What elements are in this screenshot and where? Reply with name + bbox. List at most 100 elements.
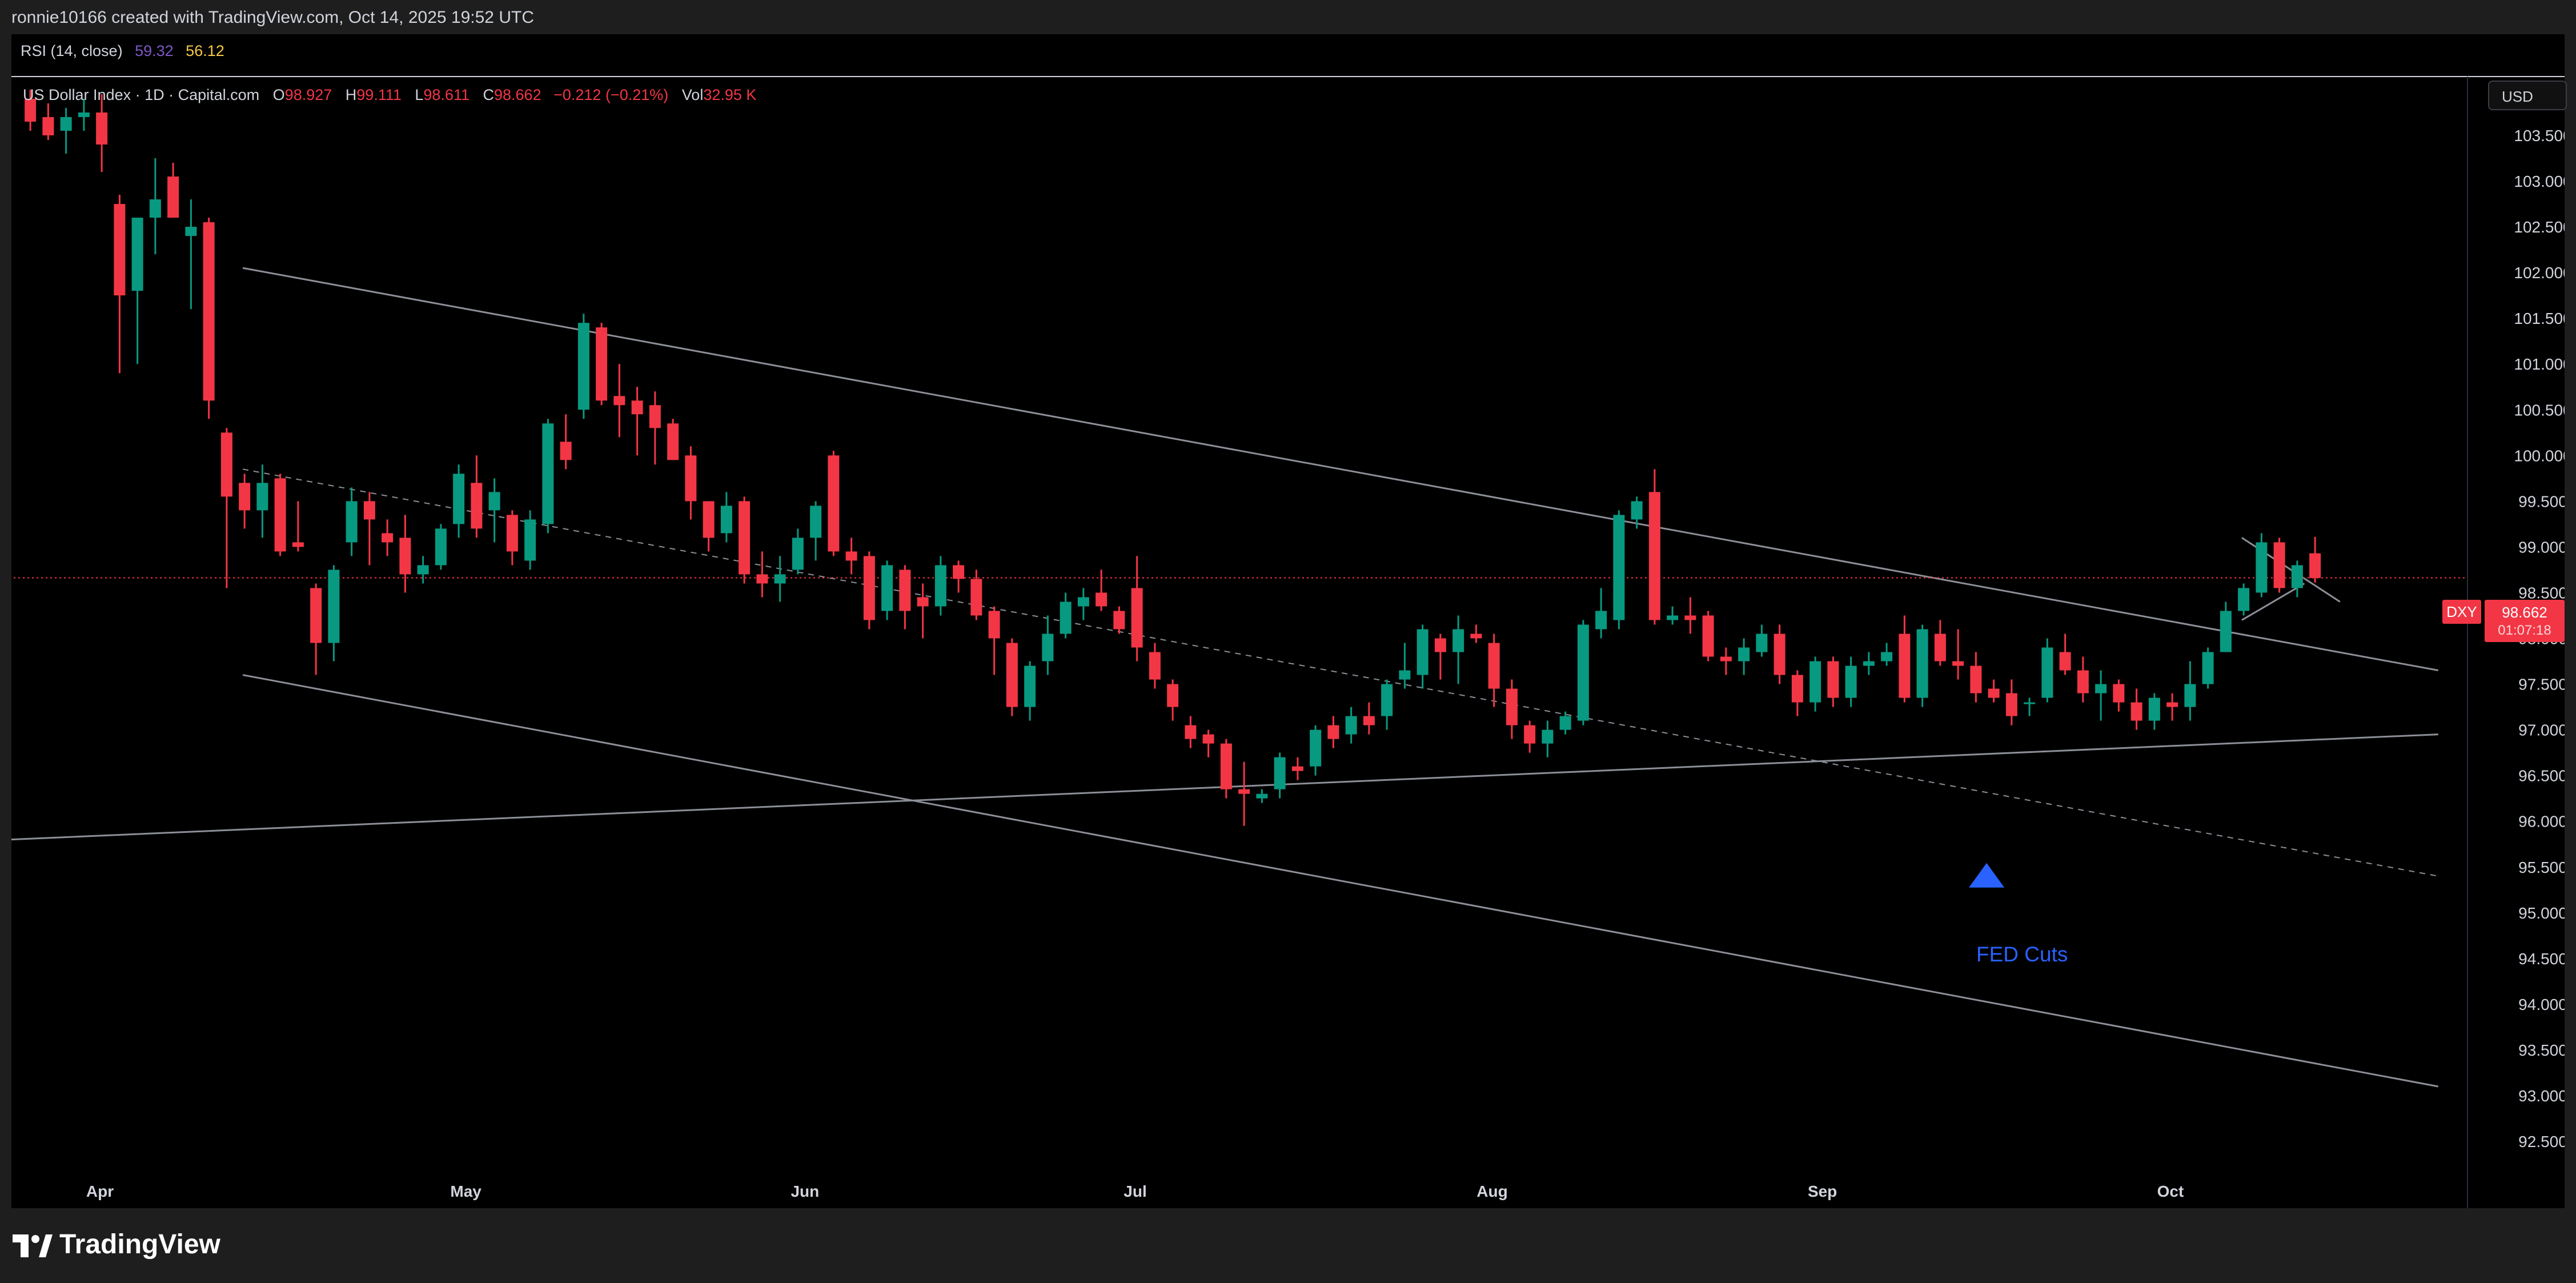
candle[interactable] — [1238, 761, 1250, 826]
candle[interactable] — [970, 570, 982, 620]
candle[interactable] — [1934, 620, 1946, 666]
candle[interactable] — [1006, 638, 1018, 716]
candle[interactable] — [453, 464, 465, 538]
candle[interactable] — [1648, 469, 1660, 625]
candle[interactable] — [310, 583, 322, 675]
dashed-midline-3[interactable] — [242, 468, 2438, 877]
candle[interactable] — [703, 501, 715, 552]
candle[interactable] — [1274, 752, 1286, 799]
candle[interactable] — [1702, 611, 1714, 661]
candle[interactable] — [1667, 606, 1679, 625]
candle[interactable] — [685, 446, 697, 520]
candle[interactable] — [1096, 570, 1108, 611]
time-axis[interactable]: Apr May Jun Jul Aug Sep Oct — [86, 1182, 2184, 1200]
candle[interactable] — [1970, 652, 1982, 703]
candle[interactable] — [256, 464, 268, 538]
candle[interactable] — [1042, 615, 1054, 675]
candle[interactable] — [577, 314, 589, 419]
price-chart[interactable]: 92.500 93.000 93.500 94.000 94.500 95.000 95.5… — [11, 34, 2565, 1208]
candle[interactable] — [2166, 693, 2178, 721]
candle[interactable] — [2273, 538, 2285, 593]
candle[interactable] — [2148, 693, 2160, 730]
candle[interactable] — [1506, 679, 1518, 739]
candle[interactable] — [1773, 624, 1785, 684]
candle[interactable] — [631, 387, 643, 456]
candle[interactable] — [1417, 624, 1429, 689]
candle[interactable] — [1381, 679, 1393, 730]
candle[interactable] — [435, 524, 447, 570]
candle[interactable] — [1684, 597, 1696, 634]
symbol-legend[interactable]: US Dollar Index · 1D · Capital.com O98.9… — [23, 86, 756, 104]
candle[interactable] — [1916, 624, 1928, 707]
candle[interactable] — [417, 556, 429, 584]
candle[interactable] — [185, 199, 197, 310]
candle[interactable] — [1434, 634, 1446, 680]
candle[interactable] — [2024, 697, 2036, 716]
candle[interactable] — [1881, 643, 1893, 666]
candle[interactable] — [114, 195, 126, 374]
candle[interactable] — [2077, 656, 2089, 703]
candle[interactable] — [1542, 720, 1554, 757]
chart-frame[interactable]: 92.500 93.000 93.500 94.000 94.500 95.000 95.5… — [11, 34, 2567, 1208]
candle[interactable] — [1613, 510, 1625, 630]
candle[interactable] — [524, 510, 536, 570]
candle[interactable] — [953, 560, 965, 593]
candle[interactable] — [2130, 688, 2142, 730]
candle[interactable] — [131, 218, 143, 364]
candle[interactable] — [649, 391, 661, 465]
candle[interactable] — [774, 556, 786, 602]
candle[interactable] — [42, 103, 54, 140]
candle[interactable] — [346, 487, 358, 556]
candle[interactable] — [596, 323, 608, 406]
candle[interactable] — [881, 560, 893, 620]
candle[interactable] — [720, 492, 732, 543]
candle[interactable] — [1899, 615, 1911, 703]
trendline-1[interactable] — [242, 674, 2439, 1088]
candle[interactable] — [2256, 533, 2268, 598]
candle[interactable] — [845, 538, 857, 575]
candle[interactable] — [756, 551, 768, 598]
candle[interactable] — [1845, 656, 1857, 707]
candle[interactable] — [560, 414, 572, 470]
candle[interactable] — [1185, 716, 1197, 748]
trendline-5[interactable] — [2241, 583, 2305, 621]
candle[interactable] — [1738, 638, 1750, 675]
tradingview-logo[interactable]: TradingView — [13, 1228, 220, 1262]
candle[interactable] — [899, 565, 911, 630]
candle[interactable] — [1345, 707, 1357, 744]
candle[interactable] — [25, 89, 37, 131]
candle[interactable] — [2005, 679, 2017, 725]
candle[interactable] — [1113, 606, 1125, 634]
candle[interactable] — [2291, 560, 2303, 598]
candle[interactable] — [613, 364, 625, 438]
candle[interactable] — [274, 474, 286, 556]
candle[interactable] — [471, 455, 483, 538]
candle[interactable] — [863, 551, 875, 630]
candle[interactable] — [1863, 652, 1875, 675]
candle[interactable] — [1756, 624, 1768, 657]
candle[interactable] — [1631, 496, 1643, 529]
candle[interactable] — [96, 94, 108, 172]
candle[interactable] — [828, 451, 840, 556]
candle[interactable] — [1060, 592, 1072, 639]
candle[interactable] — [2041, 638, 2053, 703]
candle[interactable] — [78, 98, 90, 131]
candle[interactable] — [1220, 739, 1232, 799]
price-axis[interactable]: 92.500 93.000 93.500 94.000 94.500 95.000 95.5… — [2514, 127, 2565, 1150]
candle[interactable] — [2059, 634, 2071, 675]
candle[interactable] — [363, 492, 375, 566]
candle[interactable] — [917, 583, 929, 639]
candle[interactable] — [1470, 624, 1482, 643]
rsi-legend[interactable]: RSI (14, close) 59.32 56.12 — [21, 42, 224, 60]
candle[interactable] — [203, 218, 215, 419]
candle[interactable] — [1149, 643, 1161, 689]
candle[interactable] — [382, 519, 394, 556]
candle[interactable] — [810, 501, 822, 561]
trendline-0[interactable] — [242, 267, 2439, 672]
candle[interactable] — [2220, 602, 2232, 652]
candle[interactable] — [1310, 725, 1322, 776]
candle[interactable] — [488, 478, 500, 543]
candle[interactable] — [220, 428, 232, 588]
candle[interactable] — [1827, 656, 1839, 707]
candle[interactable] — [1077, 588, 1089, 620]
